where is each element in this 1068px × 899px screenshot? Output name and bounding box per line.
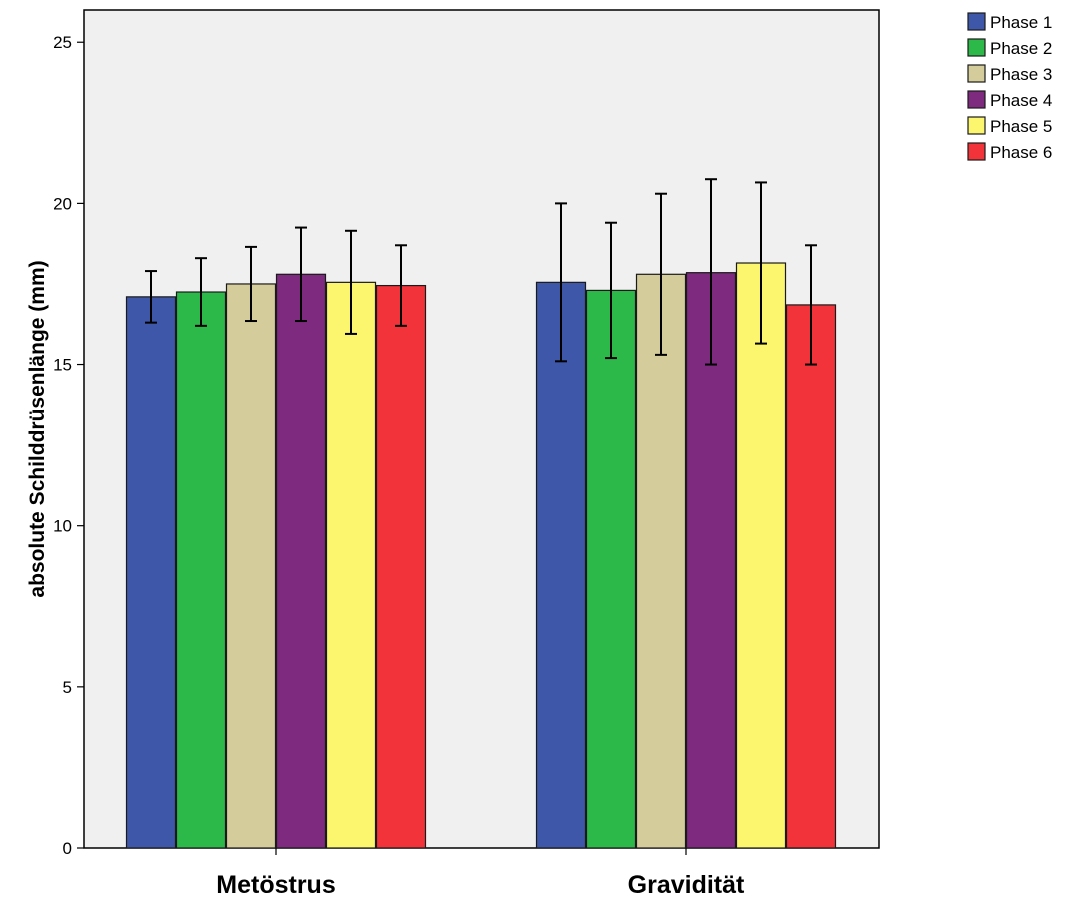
category-label: Gravidität	[628, 871, 745, 899]
bars-group	[125, 262, 837, 849]
legend-label: Phase 5	[990, 117, 1052, 136]
legend-item: Phase 4	[967, 90, 1052, 110]
x-axis: Metöstrus Gravidität	[216, 848, 745, 899]
bar	[325, 281, 377, 849]
error-bar	[705, 178, 717, 366]
legend-label: Phase 4	[990, 91, 1052, 110]
error-bar	[345, 229, 357, 335]
error-bar	[295, 226, 307, 323]
bar	[125, 296, 177, 849]
y-axis: 0 5 10 15 20 25	[53, 33, 84, 858]
error-bars-group	[145, 178, 817, 366]
y-tick-label: 20	[53, 194, 72, 213]
legend-label: Phase 1	[990, 13, 1052, 32]
bar	[785, 304, 837, 849]
bar	[535, 281, 587, 849]
y-axis-label: absolute Schilddrüsenlänge (mm)	[26, 260, 49, 597]
bar	[585, 289, 637, 849]
error-bar	[395, 244, 407, 327]
legend-swatch	[967, 64, 986, 83]
y-tick-label: 10	[53, 517, 72, 536]
error-bar	[605, 221, 617, 360]
error-bar	[145, 270, 157, 324]
legend-swatch	[967, 116, 986, 135]
error-bar	[655, 192, 667, 356]
legend-swatch	[967, 38, 986, 57]
bar	[635, 273, 687, 849]
legend-label: Phase 3	[990, 65, 1052, 84]
error-bar	[755, 181, 767, 345]
category-label: Metöstrus	[216, 871, 335, 899]
error-bar	[245, 245, 257, 323]
y-tick-label: 5	[63, 678, 72, 697]
legend-label: Phase 6	[990, 143, 1052, 162]
legend-item: Phase 1	[967, 12, 1052, 32]
bar	[225, 283, 277, 849]
error-bar	[805, 244, 817, 366]
y-tick-label: 0	[63, 839, 72, 858]
bar	[275, 273, 327, 849]
error-bar	[195, 257, 207, 327]
error-bar	[555, 202, 567, 363]
legend-swatch	[967, 142, 986, 161]
legend-swatch	[967, 12, 986, 31]
y-tick-label: 15	[53, 356, 72, 375]
bar	[175, 291, 227, 849]
y-tick-label: 25	[53, 33, 72, 52]
bar	[685, 272, 737, 849]
legend-item: Phase 6	[967, 142, 1052, 162]
legend-item: Phase 5	[967, 116, 1052, 136]
legend-label: Phase 2	[990, 39, 1052, 58]
bar	[375, 284, 427, 849]
legend: Phase 1 Phase 2 Phase 3 Phase 4 Phase 5 Phase…	[967, 12, 1052, 162]
bar	[735, 262, 787, 849]
legend-swatch	[967, 90, 986, 109]
legend-item: Phase 3	[967, 64, 1052, 84]
legend-item: Phase 2	[967, 38, 1052, 58]
